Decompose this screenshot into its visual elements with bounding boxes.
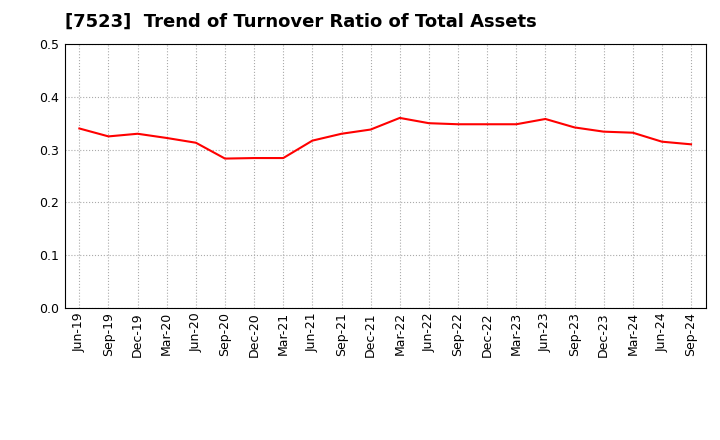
- Text: [7523]  Trend of Turnover Ratio of Total Assets: [7523] Trend of Turnover Ratio of Total …: [65, 13, 536, 31]
